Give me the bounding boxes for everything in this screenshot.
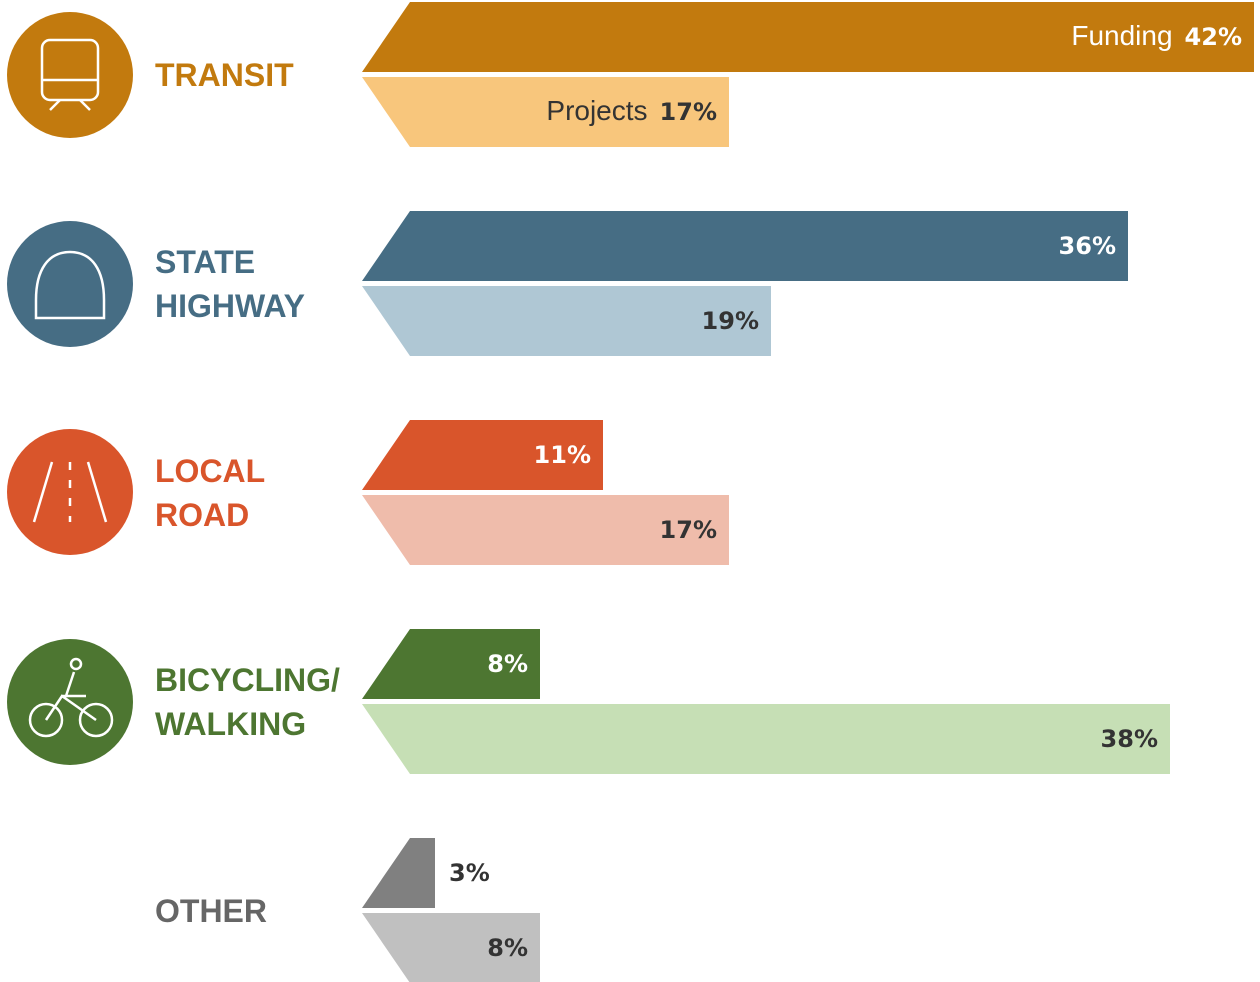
category-label: OTHER [155,893,267,929]
value-text: 36% [1059,232,1116,260]
bar [362,211,1128,281]
category-label: STATE HIGHWAY [155,244,305,324]
series-name: Funding [1071,20,1172,51]
bar [362,629,540,699]
bar [362,2,1254,72]
value-text: 19% [702,307,759,335]
value-label: Funding 42% [1071,20,1242,51]
bar [362,286,771,356]
icon-circle [7,429,133,555]
icon-line [79,99,91,111]
value-label: 38% [1101,725,1158,753]
bar [362,838,435,908]
value-text: 38% [1101,725,1158,753]
icon-wheel [78,702,114,738]
icon-wheel [28,702,64,738]
bar [362,495,729,565]
category-label: LOCAL ROAD [155,453,265,533]
value-label: 3% [449,859,490,887]
value-label: 11% [534,441,591,469]
value-label: 36% [1059,232,1116,260]
icon-bike [44,671,97,722]
category-label: BICYCLING/ WALKING [155,662,340,742]
value-label: 17% [660,516,717,544]
value-text: 17% [660,98,717,126]
value-label: 19% [702,307,759,335]
value-text: 17% [660,516,717,544]
bar [362,420,603,490]
value-label: Projects 17% [546,95,717,126]
icon-line [49,99,61,111]
icon-circle [7,12,133,138]
bar [362,77,729,147]
category-label: TRANSIT [155,57,294,93]
icon-line [32,461,54,523]
value-text: 8% [487,650,528,678]
bar [362,913,540,982]
value-label: 8% [487,934,528,962]
icons [7,12,133,765]
icon-train [40,38,100,102]
value-text: 3% [449,859,490,887]
series-name: Projects [546,95,647,126]
value-text: 8% [487,934,528,962]
icon-head [69,657,83,671]
value-label: 8% [487,650,528,678]
value-text: 11% [534,441,591,469]
value-text: 42% [1185,23,1242,51]
bar [362,704,1170,774]
icon-line [86,461,108,523]
icon-circle [7,221,133,347]
icon-shield [34,250,106,320]
